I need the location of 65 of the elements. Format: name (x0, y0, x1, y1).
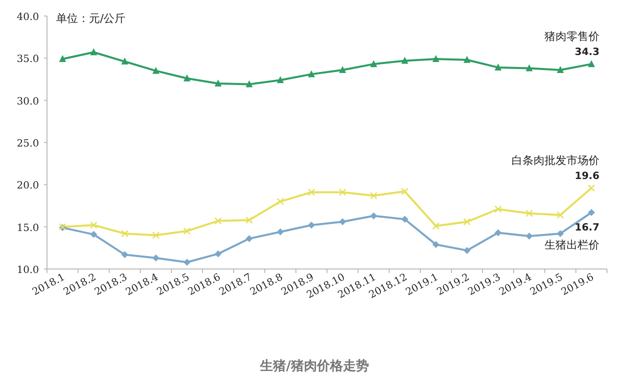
point (464, 246, 470, 254)
point (59, 55, 66, 62)
point (276, 228, 284, 236)
y-tick-label: 30.0 (16, 96, 39, 108)
point (401, 216, 408, 223)
point (246, 216, 253, 224)
point (276, 198, 284, 206)
point (339, 218, 346, 226)
point (90, 48, 98, 56)
point (494, 206, 502, 213)
point (588, 60, 595, 68)
y-tick-label: 25.0 (16, 138, 39, 150)
point (90, 230, 98, 238)
point (90, 222, 98, 229)
series-label: 猪肉零售价 (544, 30, 600, 44)
point (246, 235, 253, 242)
point (401, 188, 408, 195)
point (308, 188, 315, 196)
point (556, 212, 564, 219)
y-tick-label: 15.0 (16, 222, 39, 234)
point (152, 254, 160, 262)
point (464, 218, 470, 226)
text: 生猪/猪肉价格走势 (259, 358, 369, 374)
point (214, 217, 222, 224)
annotation: 单位：元/公斤 (56, 12, 126, 25)
point (308, 70, 315, 78)
point (556, 230, 564, 238)
series-label: 白条肉批发市场价 (511, 154, 600, 168)
point (152, 66, 160, 74)
data-label: 16.7 (574, 222, 600, 234)
point (494, 229, 502, 236)
point (526, 64, 533, 72)
point (339, 66, 346, 73)
point (121, 58, 128, 65)
point (432, 55, 440, 62)
data-label: 34.3 (574, 47, 600, 58)
point (339, 188, 346, 196)
point (370, 192, 378, 200)
series-label: 生猪出栏价 (544, 238, 600, 252)
y-tick-label: 10.0 (16, 265, 39, 276)
point (214, 250, 222, 258)
y-tick-label: 35.0 (16, 54, 39, 66)
y-tick-label: 40.0 (16, 12, 39, 23)
point (370, 60, 378, 68)
point (526, 232, 533, 240)
point (184, 74, 190, 82)
point (588, 208, 595, 216)
y-tick-label: 20.0 (16, 180, 39, 192)
point (308, 222, 315, 229)
point (432, 241, 440, 248)
point (184, 258, 190, 266)
point (526, 210, 533, 217)
point (152, 232, 160, 239)
point (121, 230, 128, 238)
point (214, 79, 222, 86)
point (556, 66, 564, 73)
point (121, 251, 128, 258)
data-label: 19.6 (574, 171, 600, 182)
point (246, 80, 253, 88)
point (494, 63, 502, 70)
point (432, 222, 440, 230)
point (464, 56, 470, 63)
point (276, 76, 284, 84)
point (401, 56, 408, 64)
point (370, 212, 378, 220)
